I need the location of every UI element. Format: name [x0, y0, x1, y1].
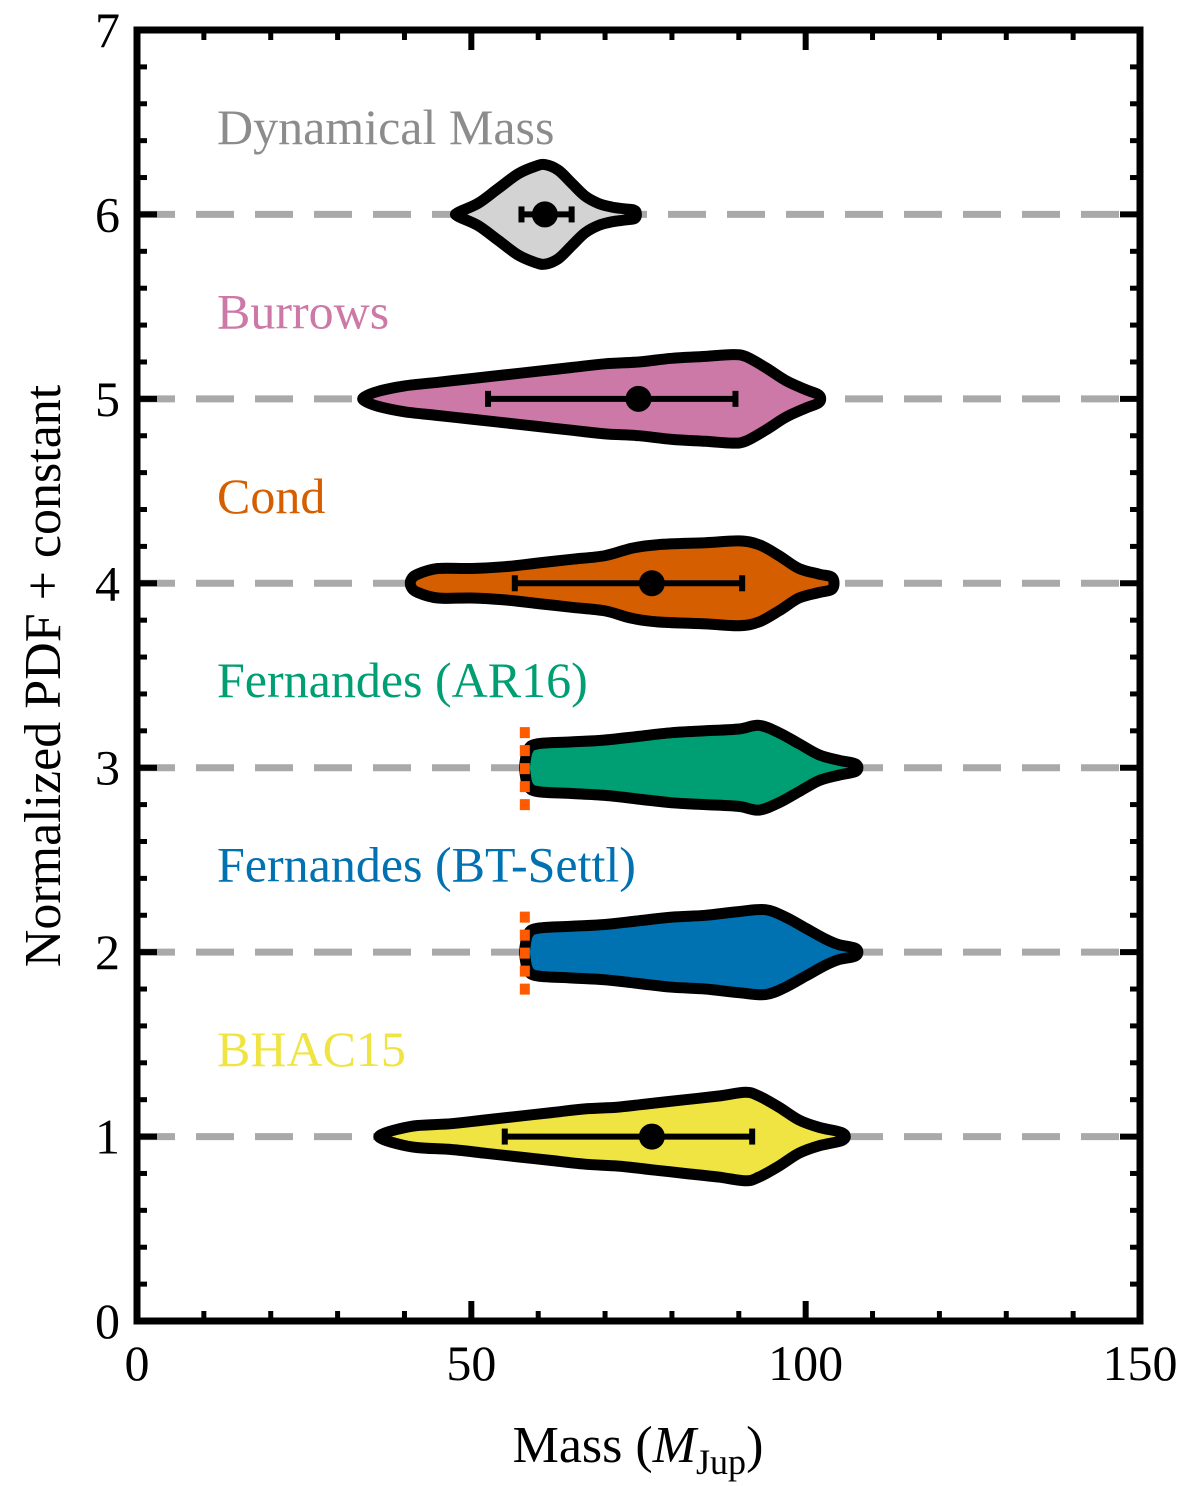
- plot-frame: [133, 26, 1144, 1325]
- x-tick-label-50: 50: [446, 1335, 496, 1391]
- violins: [357, 158, 864, 1187]
- median-marker-bhac15: [638, 1123, 665, 1150]
- series-label-dynamical-mass: Dynamical Mass: [217, 99, 554, 155]
- median-marker-cond: [638, 570, 665, 597]
- x-tick-label-100: 100: [768, 1335, 843, 1391]
- series-label-burrows: Burrows: [217, 283, 389, 339]
- x-axis-label: Mass (MJup): [513, 1417, 764, 1482]
- median-marker-burrows: [625, 385, 652, 412]
- y-tick-label-7: 7: [95, 2, 120, 58]
- series-labels: Dynamical Mass Burrows Cond Fernandes (AR16…: [217, 99, 636, 1077]
- series-label-bhac15: BHAC15: [217, 1021, 406, 1077]
- series-label-fernandes-bt-settl: Fernandes (BT-Settl): [217, 837, 636, 893]
- x-tick-label-150: 150: [1103, 1335, 1178, 1391]
- y-tick-label-0: 0: [95, 1293, 120, 1349]
- y-tick-label-2: 2: [95, 924, 120, 980]
- x-axis-label-subscript: Jup: [696, 1442, 746, 1482]
- x-axis-label-prefix: Mass (: [513, 1417, 653, 1474]
- violin-fernandes-ar16: [518, 719, 864, 816]
- y-tick-label-3: 3: [95, 740, 120, 796]
- x-axis-label-suffix: ): [746, 1417, 763, 1474]
- y-tick-label-1: 1: [95, 1109, 120, 1165]
- median-marker-dynamical-mass: [531, 201, 558, 228]
- x-tick-label-0: 0: [125, 1335, 150, 1391]
- y-tick-label-5: 5: [95, 371, 120, 427]
- series-label-fernandes-ar16: Fernandes (AR16): [217, 652, 588, 708]
- violin-fernandes-bt-settl: [518, 903, 864, 1001]
- ticks: 0 50 100 150 0 1 2 3 4 5 6 7: [95, 2, 1178, 1391]
- x-axis-label-symbol: M: [652, 1417, 699, 1474]
- y-tick-label-6: 6: [95, 186, 120, 242]
- series-label-cond: Cond: [217, 468, 325, 524]
- y-axis-label: Normalized PDF + constant: [15, 384, 72, 967]
- y-tick-label-4: 4: [95, 555, 120, 611]
